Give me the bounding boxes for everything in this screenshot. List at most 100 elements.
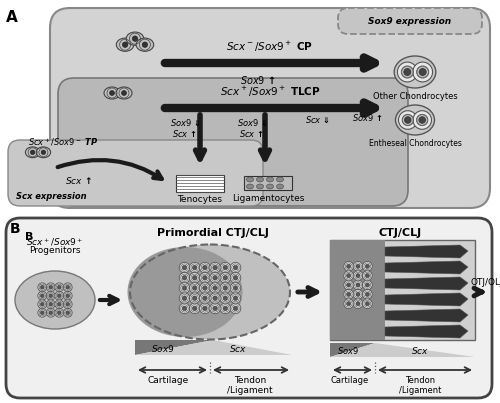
Circle shape (353, 262, 363, 271)
Circle shape (58, 294, 61, 298)
Text: Cartilage: Cartilage (331, 376, 369, 385)
Circle shape (213, 265, 218, 270)
Circle shape (344, 271, 354, 280)
Ellipse shape (130, 245, 290, 339)
Circle shape (398, 62, 417, 82)
Circle shape (132, 36, 138, 42)
Circle shape (356, 283, 360, 287)
Circle shape (192, 296, 197, 301)
Circle shape (64, 283, 72, 292)
Text: $\mathit{Scx}$ ↑: $\mathit{Scx}$ ↑ (65, 175, 92, 186)
Circle shape (182, 276, 187, 280)
Circle shape (404, 69, 411, 75)
Circle shape (46, 308, 55, 317)
Circle shape (210, 262, 220, 273)
Circle shape (223, 296, 228, 301)
Circle shape (353, 289, 363, 299)
Circle shape (220, 272, 230, 283)
Ellipse shape (256, 184, 264, 189)
Text: $\mathit{Scx}$ ↑: $\mathit{Scx}$ ↑ (172, 128, 198, 139)
Text: B: B (10, 222, 20, 236)
Circle shape (38, 308, 46, 317)
Ellipse shape (246, 177, 254, 182)
Circle shape (356, 301, 360, 306)
Text: $\mathit{Scx}$: $\mathit{Scx}$ (229, 343, 247, 355)
Circle shape (402, 114, 413, 126)
Ellipse shape (266, 184, 274, 189)
Circle shape (179, 283, 190, 293)
Circle shape (362, 280, 372, 290)
Circle shape (220, 293, 230, 303)
Circle shape (182, 296, 187, 301)
Circle shape (49, 294, 52, 298)
Circle shape (49, 285, 52, 289)
Circle shape (192, 276, 197, 280)
Circle shape (366, 264, 370, 268)
Circle shape (66, 285, 70, 289)
Circle shape (366, 301, 370, 306)
Ellipse shape (396, 105, 434, 135)
Circle shape (46, 300, 55, 309)
Circle shape (230, 303, 241, 314)
Circle shape (416, 66, 429, 78)
Circle shape (353, 299, 363, 309)
Polygon shape (385, 293, 468, 306)
Bar (176, 174, 224, 191)
Circle shape (346, 301, 350, 306)
Circle shape (220, 303, 230, 314)
Circle shape (210, 293, 220, 303)
Circle shape (398, 111, 417, 129)
Polygon shape (385, 245, 468, 258)
Circle shape (40, 294, 44, 298)
Text: Ligamentocytes: Ligamentocytes (232, 194, 304, 203)
Circle shape (210, 272, 220, 283)
Circle shape (190, 293, 200, 303)
Circle shape (202, 306, 207, 311)
Circle shape (66, 302, 70, 306)
FancyBboxPatch shape (6, 218, 492, 398)
Text: Tenocytes: Tenocytes (178, 195, 222, 204)
Circle shape (202, 286, 207, 290)
Text: $\mathit{Scx}$: $\mathit{Scx}$ (411, 345, 429, 357)
Bar (244, 176, 292, 190)
Circle shape (190, 303, 200, 314)
Circle shape (64, 300, 72, 309)
Circle shape (413, 62, 432, 82)
Text: $\mathit{Scx}$ ↑: $\mathit{Scx}$ ↑ (240, 128, 264, 139)
Circle shape (46, 283, 55, 292)
Circle shape (179, 303, 190, 314)
Circle shape (40, 285, 44, 289)
Ellipse shape (136, 38, 154, 51)
Text: $\mathit{Scx}$ ⇓: $\mathit{Scx}$ ⇓ (306, 115, 330, 125)
Circle shape (40, 311, 44, 315)
Circle shape (346, 264, 350, 268)
Text: $\mathit{Scx^-/Sox9^+}$ CP: $\mathit{Scx^-/Sox9^+}$ CP (226, 40, 314, 54)
Circle shape (179, 272, 190, 283)
Bar (330, 240, 385, 340)
Circle shape (230, 293, 241, 303)
Polygon shape (135, 340, 292, 355)
Text: A: A (6, 10, 18, 25)
Circle shape (220, 283, 230, 293)
Circle shape (223, 265, 228, 270)
Circle shape (40, 302, 44, 306)
Circle shape (192, 306, 197, 311)
Circle shape (419, 69, 426, 75)
Circle shape (233, 265, 238, 270)
Circle shape (58, 311, 61, 315)
Polygon shape (330, 343, 375, 357)
Circle shape (210, 303, 220, 314)
Bar (330, 240, 475, 340)
Circle shape (362, 262, 372, 271)
Text: CTJ/CLJ: CTJ/CLJ (378, 228, 422, 238)
Text: Progenitors: Progenitors (29, 246, 81, 255)
Ellipse shape (126, 32, 144, 45)
Circle shape (190, 262, 200, 273)
Circle shape (200, 293, 210, 303)
Circle shape (64, 308, 72, 317)
Circle shape (210, 283, 220, 293)
Circle shape (233, 306, 238, 311)
Circle shape (344, 280, 354, 290)
Ellipse shape (276, 177, 283, 182)
Text: $\mathit{Scx^+/Sox9^-}$ TP: $\mathit{Scx^+/Sox9^-}$ TP (28, 136, 98, 148)
